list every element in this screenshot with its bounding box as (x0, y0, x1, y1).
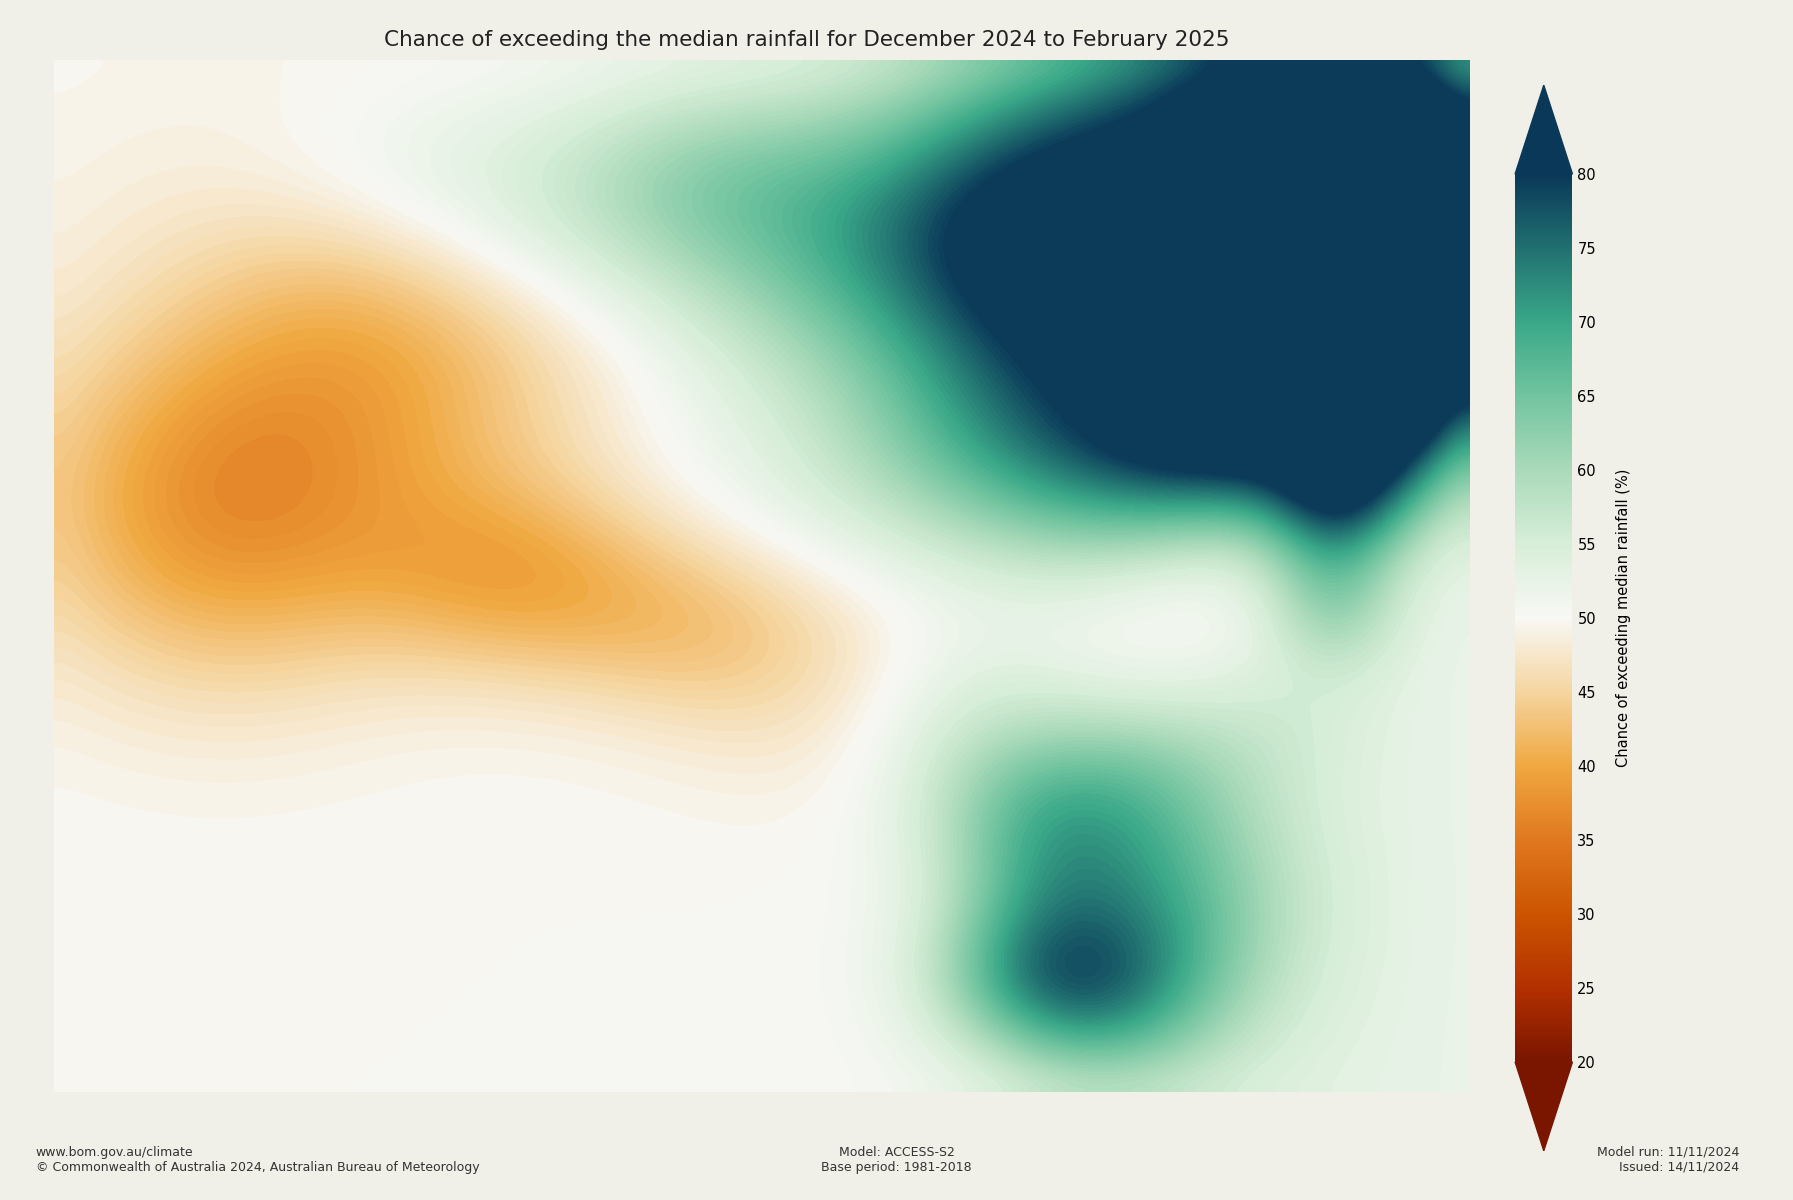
Polygon shape (1515, 1062, 1572, 1151)
Text: Model run: 11/11/2024
Issued: 14/11/2024: Model run: 11/11/2024 Issued: 14/11/2024 (1598, 1146, 1739, 1174)
Text: Model: ACCESS-S2
Base period: 1981-2018: Model: ACCESS-S2 Base period: 1981-2018 (821, 1146, 972, 1174)
Text: Chance of exceeding the median rainfall for December 2024 to February 2025: Chance of exceeding the median rainfall … (384, 30, 1230, 50)
Polygon shape (1515, 85, 1572, 174)
Text: www.bom.gov.au/climate
© Commonwealth of Australia 2024, Australian Bureau of Me: www.bom.gov.au/climate © Commonwealth of… (36, 1146, 479, 1174)
Y-axis label: Chance of exceeding median rainfall (%): Chance of exceeding median rainfall (%) (1615, 469, 1630, 767)
